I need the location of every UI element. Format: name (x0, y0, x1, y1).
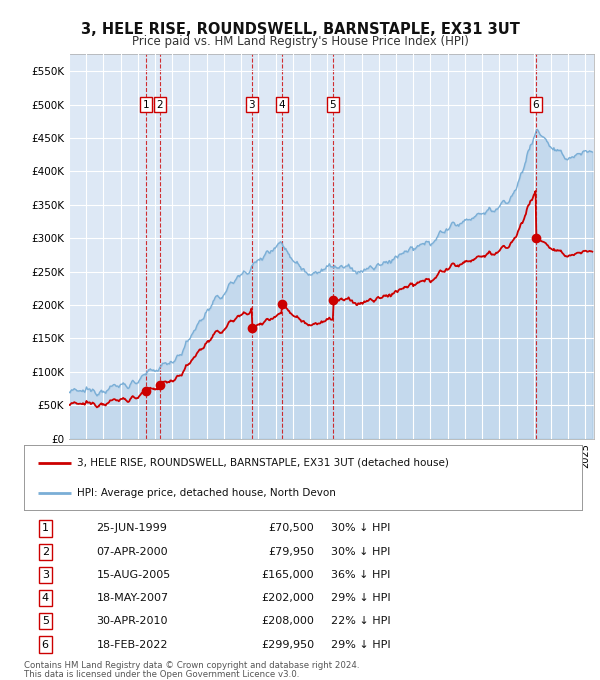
Text: 4: 4 (41, 593, 49, 603)
Text: 30% ↓ HPI: 30% ↓ HPI (331, 547, 390, 557)
Text: Price paid vs. HM Land Registry's House Price Index (HPI): Price paid vs. HM Land Registry's House … (131, 35, 469, 48)
Text: 36% ↓ HPI: 36% ↓ HPI (331, 570, 390, 580)
Text: 25-JUN-1999: 25-JUN-1999 (97, 524, 167, 533)
Text: 3: 3 (248, 99, 255, 109)
Text: 29% ↓ HPI: 29% ↓ HPI (331, 640, 391, 649)
Text: 29% ↓ HPI: 29% ↓ HPI (331, 593, 391, 603)
Text: £208,000: £208,000 (261, 616, 314, 626)
Text: 15-AUG-2005: 15-AUG-2005 (97, 570, 171, 580)
Text: £70,500: £70,500 (268, 524, 314, 533)
Text: £202,000: £202,000 (261, 593, 314, 603)
Text: 30-APR-2010: 30-APR-2010 (97, 616, 168, 626)
Text: This data is licensed under the Open Government Licence v3.0.: This data is licensed under the Open Gov… (24, 670, 299, 679)
Text: 3, HELE RISE, ROUNDSWELL, BARNSTAPLE, EX31 3UT (detached house): 3, HELE RISE, ROUNDSWELL, BARNSTAPLE, EX… (77, 458, 449, 468)
Text: 07-APR-2000: 07-APR-2000 (97, 547, 168, 557)
Text: 5: 5 (329, 99, 336, 109)
Text: 2: 2 (41, 547, 49, 557)
Text: 18-FEB-2022: 18-FEB-2022 (97, 640, 168, 649)
Text: 6: 6 (42, 640, 49, 649)
Text: 6: 6 (533, 99, 539, 109)
Text: 3, HELE RISE, ROUNDSWELL, BARNSTAPLE, EX31 3UT: 3, HELE RISE, ROUNDSWELL, BARNSTAPLE, EX… (80, 22, 520, 37)
Text: HPI: Average price, detached house, North Devon: HPI: Average price, detached house, Nort… (77, 488, 336, 498)
Text: 2: 2 (157, 99, 163, 109)
Text: 3: 3 (42, 570, 49, 580)
Text: 18-MAY-2007: 18-MAY-2007 (97, 593, 169, 603)
Text: 22% ↓ HPI: 22% ↓ HPI (331, 616, 391, 626)
Text: 30% ↓ HPI: 30% ↓ HPI (331, 524, 390, 533)
Text: £79,950: £79,950 (268, 547, 314, 557)
Text: 1: 1 (42, 524, 49, 533)
Text: 1: 1 (143, 99, 149, 109)
Text: 4: 4 (279, 99, 286, 109)
Text: 5: 5 (42, 616, 49, 626)
Text: Contains HM Land Registry data © Crown copyright and database right 2024.: Contains HM Land Registry data © Crown c… (24, 661, 359, 670)
Text: £299,950: £299,950 (261, 640, 314, 649)
Text: £165,000: £165,000 (262, 570, 314, 580)
